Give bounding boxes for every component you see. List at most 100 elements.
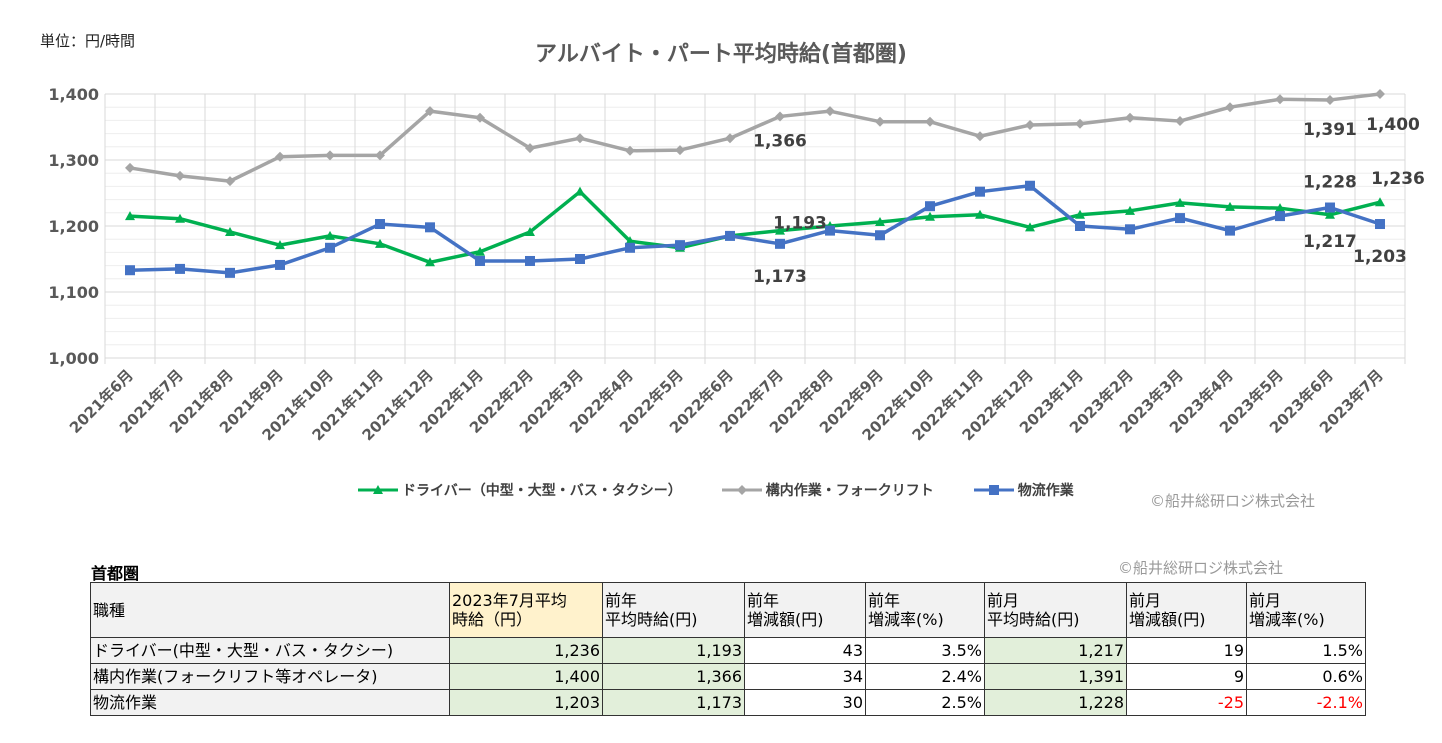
data-point — [275, 151, 285, 162]
table-cell: 1,193 — [602, 637, 745, 664]
table-cell: 1,228 — [984, 689, 1127, 716]
table-cell: 9 — [1126, 663, 1247, 690]
data-point — [775, 111, 785, 122]
data-point — [1225, 201, 1235, 211]
data-point — [825, 106, 835, 117]
data-point — [1275, 94, 1285, 105]
data-label: 1,391 — [1303, 120, 1357, 140]
data-point — [675, 145, 685, 156]
legend-item-driver: ドライバー（中型・大型・バス・タクシー） — [358, 480, 682, 500]
table-cell: 1.5% — [1246, 637, 1366, 664]
data-point — [1325, 209, 1335, 219]
header-cell: 前月 増減率(%) — [1246, 582, 1366, 638]
data-label: 1,193 — [773, 214, 827, 234]
legend: ドライバー（中型・大型・バス・タクシー） 構内作業・フォークリフト 物流作業 — [358, 480, 1074, 500]
data-label: 1,400 — [1366, 115, 1420, 135]
data-point — [725, 230, 735, 241]
copyright: ©船井総研ロジ株式会社 — [1150, 492, 1316, 510]
table-cell: 構内作業(フォークリフト等オペレータ) — [90, 663, 450, 690]
table-cell: 3.5% — [865, 637, 985, 664]
data-point — [225, 226, 235, 236]
data-point — [1075, 118, 1085, 129]
data-point — [1025, 180, 1035, 191]
data-point — [975, 186, 985, 197]
data-point — [1125, 224, 1135, 235]
data-point — [1275, 203, 1285, 213]
data-point — [325, 242, 335, 253]
data-label: 1,366 — [753, 131, 807, 151]
data-point — [575, 254, 585, 264]
data-point — [875, 230, 885, 241]
table-cell: 2.4% — [865, 663, 985, 690]
data-point — [1375, 197, 1385, 207]
data-point — [1375, 89, 1385, 99]
data-point — [1225, 225, 1235, 236]
data-point — [975, 209, 985, 219]
data-point — [175, 213, 185, 223]
series-line — [129, 189, 1381, 265]
table-cell: 34 — [744, 663, 866, 690]
table-cell: 1,217 — [984, 637, 1127, 664]
data-point — [775, 225, 785, 235]
table-cell: 19 — [1126, 637, 1247, 664]
data-point — [775, 238, 785, 249]
data-point — [575, 133, 585, 144]
data-point — [625, 145, 635, 156]
data-label: 1,203 — [1353, 247, 1407, 267]
data-point — [975, 131, 985, 142]
table-cell: -2.1% — [1246, 689, 1366, 716]
data-point — [925, 211, 935, 221]
data-point — [125, 265, 135, 276]
header-cell: 2023年7月平均 時給（円） — [449, 582, 603, 638]
chart-title: アルバイト・パート平均時給(首都圏) — [535, 42, 907, 67]
data-point — [425, 222, 435, 233]
data-point — [275, 259, 285, 270]
data-point — [1075, 221, 1085, 231]
table-cell: ドライバー(中型・大型・バス・タクシー) — [90, 637, 450, 664]
data-point — [575, 186, 585, 196]
y-tick-label: 1,100 — [48, 283, 99, 302]
data-point — [175, 170, 185, 181]
data-point — [175, 263, 185, 274]
data-label: 1,173 — [753, 267, 807, 287]
data-point — [325, 150, 335, 161]
legend-item-logistics: 物流作業 — [973, 480, 1074, 500]
y-tick-label: 1,000 — [48, 349, 99, 368]
line-chart: 1,0001,1001,2001,3001,4002021年6月2021年7月2… — [48, 85, 1425, 444]
table-cell: 物流作業 — [90, 689, 450, 716]
data-point — [375, 150, 385, 161]
header-cell: 職種 — [90, 582, 450, 638]
table-cell: 1,203 — [449, 689, 603, 716]
data-point — [125, 162, 135, 173]
header-cell: 前年 増減率(%) — [865, 582, 985, 638]
data-label: 1,217 — [1303, 232, 1357, 252]
data-point — [925, 201, 935, 212]
y-tick-label: 1,300 — [48, 151, 99, 170]
table-row: 構内作業(フォークリフト等オペレータ) 1,400 1,366 34 2.4% 1,391… — [90, 663, 1366, 690]
table-caption: 首都圏 — [91, 564, 140, 583]
table-row: 物流作業 1,203 1,173 30 2.5% 1,228 -25 -2.1% — [90, 689, 1366, 716]
data-point — [625, 242, 635, 253]
data-point — [125, 211, 135, 221]
legend-label: 物流作業 — [1017, 483, 1074, 499]
data-point — [1325, 94, 1335, 105]
table-cell: 1,236 — [449, 637, 603, 664]
data-point — [1375, 219, 1385, 230]
table-header-row: 職種 2023年7月平均 時給（円） 前年 平均時給(円) 前年 増減額(円) … — [90, 582, 1366, 638]
table-cell: 43 — [744, 637, 866, 664]
y-tick-label: 1,400 — [48, 85, 99, 104]
data-point — [1325, 202, 1335, 213]
data-point — [925, 116, 935, 127]
copyright: ©船井総研ロジ株式会社 — [1118, 559, 1284, 577]
unit-label: 単位：円/時間 — [40, 32, 136, 50]
data-point — [475, 112, 485, 123]
data-point — [1025, 222, 1035, 232]
data-point — [1175, 213, 1185, 224]
data-point — [425, 106, 435, 117]
legend-label: ドライバー（中型・大型・バス・タクシー） — [402, 483, 682, 499]
header-cell: 前年 平均時給(円) — [602, 582, 745, 638]
data-point — [225, 267, 235, 278]
data-point — [1175, 116, 1185, 127]
series-line — [129, 183, 1381, 275]
